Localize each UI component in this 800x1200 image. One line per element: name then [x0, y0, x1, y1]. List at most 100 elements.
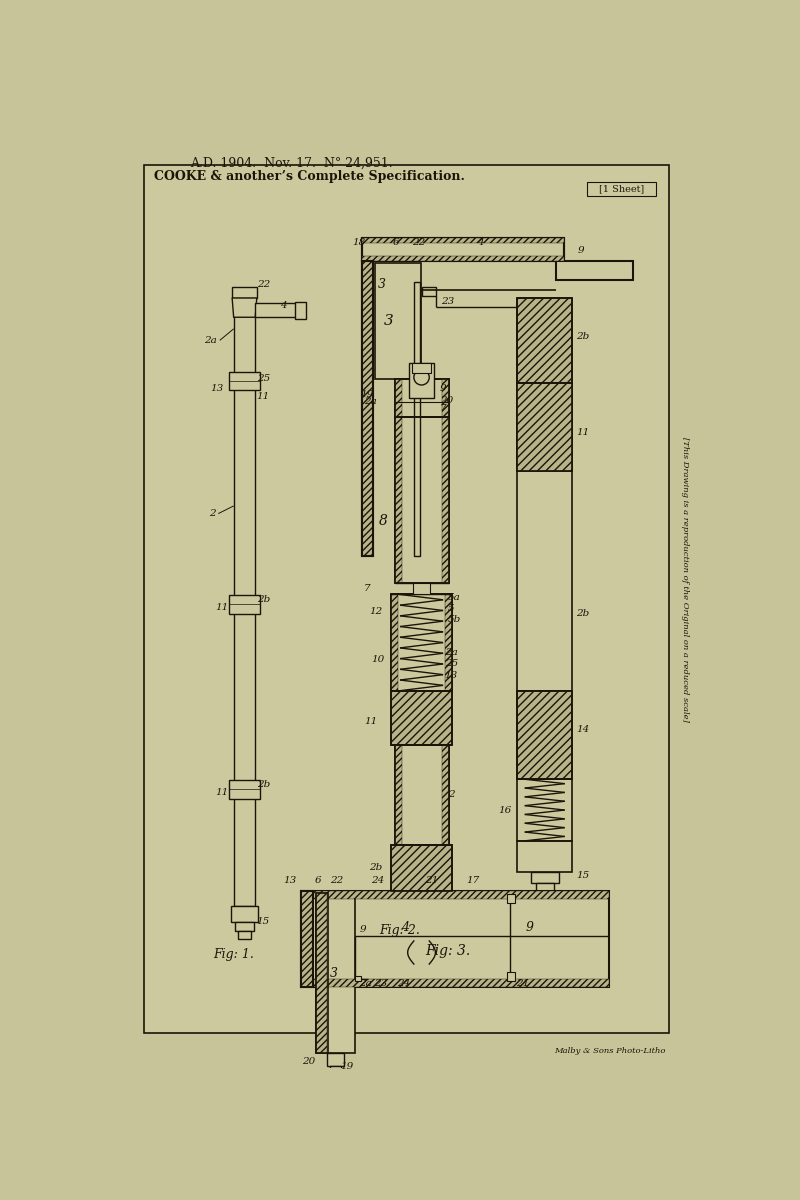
- Text: 20: 20: [302, 1057, 315, 1067]
- Bar: [144, 164, 670, 1033]
- Bar: [238, 931, 250, 940]
- Bar: [507, 894, 514, 904]
- Text: 12: 12: [369, 607, 382, 616]
- Bar: [517, 383, 573, 472]
- Bar: [422, 287, 436, 296]
- Text: 5b: 5b: [448, 614, 461, 624]
- Bar: [295, 302, 306, 319]
- Text: 11: 11: [364, 716, 377, 726]
- Text: 16: 16: [498, 805, 512, 815]
- Bar: [394, 379, 402, 418]
- Bar: [394, 379, 449, 418]
- Text: 13: 13: [210, 384, 224, 394]
- Text: 7: 7: [440, 403, 446, 413]
- Text: 21: 21: [516, 979, 530, 988]
- Bar: [229, 372, 260, 390]
- Bar: [390, 845, 452, 890]
- Bar: [517, 691, 573, 779]
- Text: [1 Sheet]: [1 Sheet]: [599, 184, 644, 193]
- Text: 23: 23: [374, 979, 387, 988]
- Text: 4: 4: [280, 301, 286, 310]
- Text: 11: 11: [215, 604, 229, 612]
- Polygon shape: [232, 298, 257, 317]
- Bar: [517, 383, 573, 472]
- Text: 5a: 5a: [448, 593, 461, 602]
- Text: 14: 14: [576, 725, 590, 733]
- Text: 24: 24: [397, 979, 410, 988]
- Bar: [412, 364, 430, 373]
- Text: 13: 13: [284, 876, 297, 884]
- Bar: [316, 893, 328, 1052]
- Bar: [394, 418, 402, 583]
- Bar: [517, 779, 573, 841]
- Text: 2: 2: [209, 509, 216, 518]
- Text: 2b: 2b: [257, 595, 270, 605]
- Polygon shape: [406, 925, 437, 941]
- Text: 13: 13: [445, 671, 458, 679]
- Bar: [507, 972, 514, 980]
- Text: 10: 10: [371, 655, 385, 665]
- Bar: [301, 890, 313, 988]
- Bar: [442, 744, 449, 845]
- Text: 21: 21: [426, 876, 438, 884]
- Bar: [390, 594, 452, 691]
- Bar: [414, 282, 420, 556]
- Text: 6: 6: [392, 238, 399, 247]
- Text: 2b: 2b: [576, 332, 590, 341]
- Bar: [517, 691, 573, 779]
- Text: 22: 22: [257, 280, 270, 289]
- Text: 22: 22: [412, 238, 426, 247]
- Bar: [394, 744, 449, 845]
- Text: Fig: 3.: Fig: 3.: [426, 944, 470, 958]
- Text: 18: 18: [352, 238, 366, 247]
- Text: 2: 2: [449, 790, 455, 799]
- Text: 15: 15: [257, 917, 270, 926]
- Bar: [374, 263, 421, 379]
- Bar: [301, 890, 609, 988]
- Text: COOKE & another’s Complete Specification.: COOKE & another’s Complete Specification…: [154, 170, 466, 182]
- Text: 2a: 2a: [359, 979, 372, 988]
- Bar: [362, 256, 564, 262]
- Bar: [301, 890, 313, 988]
- Bar: [235, 922, 254, 931]
- Text: 3: 3: [330, 967, 338, 979]
- Bar: [517, 841, 573, 871]
- Bar: [390, 691, 452, 744]
- Bar: [362, 238, 564, 244]
- Bar: [316, 893, 327, 1052]
- Bar: [354, 977, 361, 980]
- Text: 4: 4: [477, 238, 484, 247]
- Bar: [394, 418, 449, 583]
- Bar: [330, 1067, 341, 1074]
- Text: 22: 22: [330, 876, 343, 884]
- Text: 19: 19: [360, 390, 373, 398]
- Bar: [445, 594, 452, 691]
- Bar: [230, 906, 258, 922]
- Bar: [414, 282, 420, 556]
- Bar: [414, 282, 420, 556]
- Bar: [232, 287, 257, 298]
- Text: 3: 3: [384, 314, 394, 328]
- Text: A.D. 1904.  Nov. 17.  N° 24,951.: A.D. 1904. Nov. 17. N° 24,951.: [190, 157, 393, 169]
- Text: 2b: 2b: [257, 780, 270, 790]
- Text: 19: 19: [341, 1062, 354, 1070]
- Bar: [316, 893, 354, 1052]
- Text: 4: 4: [401, 922, 409, 935]
- Bar: [394, 379, 449, 418]
- Text: 25: 25: [257, 374, 270, 383]
- Text: 2b: 2b: [369, 863, 382, 872]
- Bar: [390, 594, 452, 691]
- Text: 2a: 2a: [445, 648, 458, 656]
- Text: 8: 8: [379, 515, 388, 528]
- Bar: [362, 262, 373, 556]
- Text: 11: 11: [576, 428, 590, 437]
- Bar: [313, 979, 609, 988]
- Text: 5: 5: [448, 604, 454, 613]
- Bar: [394, 418, 449, 583]
- Bar: [406, 890, 437, 925]
- Bar: [587, 181, 656, 196]
- Text: 11: 11: [215, 788, 229, 797]
- Text: 9: 9: [359, 925, 366, 934]
- Bar: [442, 379, 449, 418]
- Text: 6: 6: [314, 876, 321, 884]
